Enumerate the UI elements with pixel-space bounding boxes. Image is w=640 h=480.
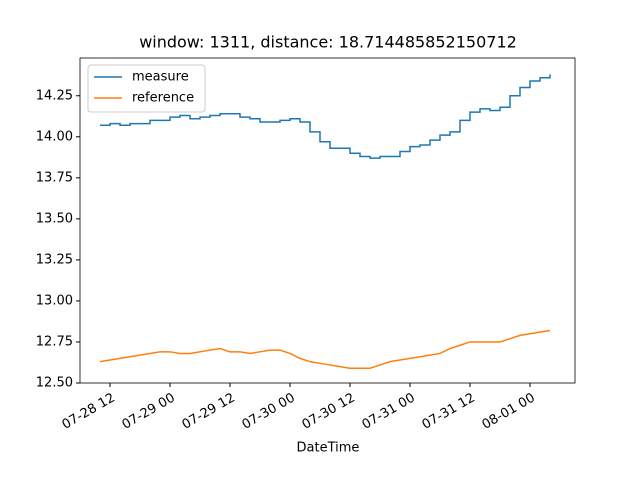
legend-label: measure (132, 70, 189, 85)
y-tick-label: 13.75 (36, 170, 73, 185)
legend-label: reference (132, 91, 194, 106)
plot-frame (79, 57, 576, 384)
y-tick-label: 14.25 (36, 88, 73, 103)
series-line (100, 74, 551, 159)
y-tick-label: 14.00 (36, 129, 73, 144)
y-tick-label: 12.75 (36, 334, 73, 349)
chart-title: window: 1311, distance: 18.7144858521507… (139, 33, 517, 52)
y-tick-label: 12.50 (36, 376, 73, 391)
series-line (99, 329, 551, 369)
y-tick-label: 13.00 (36, 293, 73, 308)
y-tick-label: 13.25 (36, 252, 73, 267)
y-tick-label: 13.50 (36, 211, 73, 226)
x-axis-label: DateTime (297, 441, 360, 456)
